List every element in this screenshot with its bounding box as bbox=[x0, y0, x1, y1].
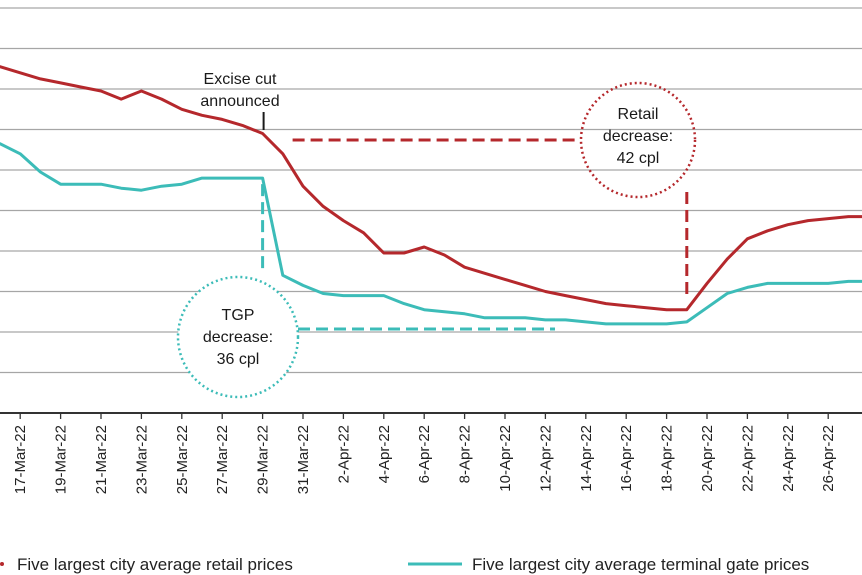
legend: Five largest city average retail prices … bbox=[0, 555, 809, 574]
x-tick-label-16: 18-Apr-22 bbox=[659, 425, 676, 492]
x-tick-label-7: 31-Mar-22 bbox=[295, 425, 312, 494]
x-tick-label-15: 16-Apr-22 bbox=[618, 425, 635, 492]
x-tick-label-17: 20-Apr-22 bbox=[699, 425, 716, 492]
retail-price-line bbox=[0, 65, 862, 312]
x-tick-label-2: 21-Mar-22 bbox=[93, 425, 110, 494]
x-tick-label-6: 29-Mar-22 bbox=[255, 425, 272, 494]
annotation-labels: Excise cut announced Retail decrease: 42… bbox=[200, 71, 673, 368]
x-tick-label-4: 25-Mar-22 bbox=[174, 425, 191, 494]
x-tick-label-0: 17-Mar-22 bbox=[12, 425, 29, 494]
x-tick-label-20: 26-Apr-22 bbox=[820, 425, 837, 492]
x-tick-label-19: 24-Apr-22 bbox=[780, 425, 797, 492]
x-tick-label-10: 6-Apr-22 bbox=[416, 425, 433, 483]
series-lines bbox=[0, 65, 862, 326]
tgp-decrease-circle bbox=[176, 275, 300, 399]
x-tick-label-3: 23-Mar-22 bbox=[133, 425, 150, 494]
x-tick-label-8: 2-Apr-22 bbox=[335, 425, 352, 483]
x-axis-ticks: 17-Mar-22 19-Mar-22 21-Mar-22 23-Mar-22 25-M… bbox=[12, 413, 862, 494]
x-tick-label-18: 22-Apr-22 bbox=[739, 425, 756, 492]
x-tick-label-14: 14-Apr-22 bbox=[578, 425, 595, 492]
excise-cut-label-line1: Excise cut bbox=[204, 71, 277, 88]
excise-cut-label-line2: announced bbox=[200, 93, 279, 110]
x-tick-label-9: 4-Apr-22 bbox=[376, 425, 393, 483]
tgp-decrease-label-line3: 36 cpl bbox=[217, 351, 260, 368]
x-tick-label-12: 10-Apr-22 bbox=[497, 425, 514, 492]
x-tick-label-13: 12-Apr-22 bbox=[537, 425, 554, 492]
retail-decrease-circle bbox=[579, 81, 697, 199]
legend-retail-label: Five largest city average retail prices bbox=[17, 555, 293, 574]
legend-retail-marker bbox=[0, 562, 4, 566]
x-tick-label-21: 28-Apr-22 bbox=[861, 425, 862, 492]
legend-tgp-label: Five largest city average terminal gate … bbox=[472, 555, 809, 574]
x-tick-label-1: 19-Mar-22 bbox=[53, 425, 70, 494]
retail-decrease-label-line3: 42 cpl bbox=[617, 150, 660, 167]
terminal-gate-price-line bbox=[0, 142, 862, 326]
annotation-lines bbox=[176, 81, 697, 399]
retail-decrease-label-line2: decrease: bbox=[603, 128, 673, 145]
retail-decrease-label-line1: Retail bbox=[618, 106, 659, 123]
x-tick-label-5: 27-Mar-22 bbox=[214, 425, 231, 494]
horizontal-gridlines bbox=[0, 7, 862, 374]
tgp-decrease-label-line1: TGP bbox=[222, 307, 255, 324]
tgp-decrease-label-line2: decrease: bbox=[203, 329, 273, 346]
x-tick-label-11: 8-Apr-22 bbox=[457, 425, 474, 483]
